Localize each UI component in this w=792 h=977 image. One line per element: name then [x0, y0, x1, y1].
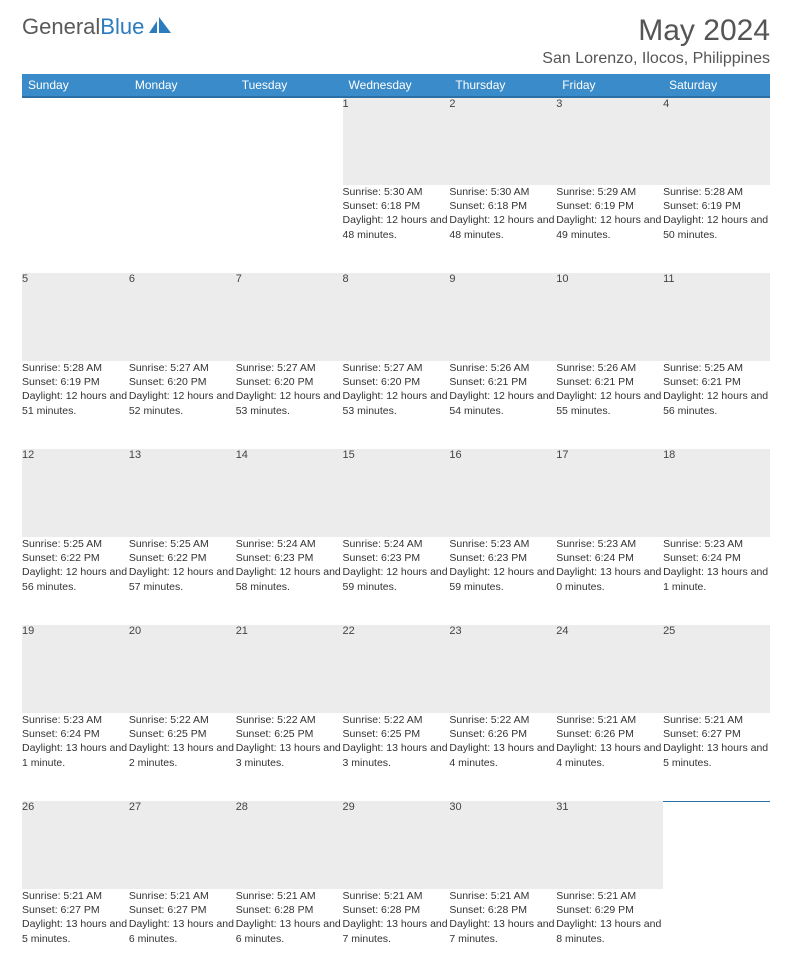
day-detail-cell: Sunrise: 5:29 AMSunset: 6:19 PMDaylight:… [556, 185, 663, 273]
day-number-cell: 22 [343, 625, 450, 713]
weekday-header: Sunday [22, 74, 129, 97]
logo-text: GeneralBlue [22, 14, 144, 40]
day-detail-cell: Sunrise: 5:27 AMSunset: 6:20 PMDaylight:… [129, 361, 236, 449]
day-number-cell: 7 [236, 273, 343, 361]
day-number-cell: 27 [129, 801, 236, 889]
day-detail-cell [129, 185, 236, 273]
weekday-header: Friday [556, 74, 663, 97]
day-number-cell: 12 [22, 449, 129, 537]
day-number-cell: 29 [343, 801, 450, 889]
day-detail-cell: Sunrise: 5:21 AMSunset: 6:26 PMDaylight:… [556, 713, 663, 801]
day-number-cell [129, 97, 236, 185]
day-number-cell: 13 [129, 449, 236, 537]
day-number-row: 1234 [22, 97, 770, 185]
day-number-row: 12131415161718 [22, 449, 770, 537]
day-detail-cell: Sunrise: 5:22 AMSunset: 6:25 PMDaylight:… [236, 713, 343, 801]
logo-word2: Blue [100, 14, 144, 39]
day-number-cell: 28 [236, 801, 343, 889]
weekday-header: Wednesday [343, 74, 450, 97]
day-number-cell: 30 [449, 801, 556, 889]
day-detail-cell: Sunrise: 5:27 AMSunset: 6:20 PMDaylight:… [343, 361, 450, 449]
day-number-cell: 2 [449, 97, 556, 185]
day-number-cell: 17 [556, 449, 663, 537]
day-detail-cell: Sunrise: 5:21 AMSunset: 6:28 PMDaylight:… [449, 889, 556, 977]
sails-icon [147, 15, 173, 40]
day-number-cell: 16 [449, 449, 556, 537]
weekday-header: Saturday [663, 74, 770, 97]
day-detail-cell: Sunrise: 5:30 AMSunset: 6:18 PMDaylight:… [343, 185, 450, 273]
day-detail-cell: Sunrise: 5:22 AMSunset: 6:25 PMDaylight:… [129, 713, 236, 801]
weekday-header: Monday [129, 74, 236, 97]
day-number-cell: 3 [556, 97, 663, 185]
day-number-cell [663, 801, 770, 889]
calendar-table: SundayMondayTuesdayWednesdayThursdayFrid… [22, 74, 770, 977]
day-number-cell: 8 [343, 273, 450, 361]
day-detail-row: Sunrise: 5:23 AMSunset: 6:24 PMDaylight:… [22, 713, 770, 801]
day-detail-cell: Sunrise: 5:30 AMSunset: 6:18 PMDaylight:… [449, 185, 556, 273]
day-detail-cell: Sunrise: 5:21 AMSunset: 6:27 PMDaylight:… [22, 889, 129, 977]
day-detail-cell: Sunrise: 5:26 AMSunset: 6:21 PMDaylight:… [449, 361, 556, 449]
day-number-row: 262728293031 [22, 801, 770, 889]
weekday-header: Tuesday [236, 74, 343, 97]
calendar-body: 1234Sunrise: 5:30 AMSunset: 6:18 PMDayli… [22, 97, 770, 977]
day-detail-cell: Sunrise: 5:22 AMSunset: 6:26 PMDaylight:… [449, 713, 556, 801]
weekday-header: Thursday [449, 74, 556, 97]
day-number-cell: 4 [663, 97, 770, 185]
day-number-cell: 20 [129, 625, 236, 713]
day-detail-cell: Sunrise: 5:21 AMSunset: 6:28 PMDaylight:… [236, 889, 343, 977]
day-detail-cell [236, 185, 343, 273]
day-detail-row: Sunrise: 5:21 AMSunset: 6:27 PMDaylight:… [22, 889, 770, 977]
day-detail-row: Sunrise: 5:28 AMSunset: 6:19 PMDaylight:… [22, 361, 770, 449]
day-detail-cell: Sunrise: 5:23 AMSunset: 6:24 PMDaylight:… [22, 713, 129, 801]
day-number-cell: 15 [343, 449, 450, 537]
day-number-cell: 5 [22, 273, 129, 361]
day-detail-cell: Sunrise: 5:21 AMSunset: 6:28 PMDaylight:… [343, 889, 450, 977]
day-number-cell: 24 [556, 625, 663, 713]
day-number-cell: 6 [129, 273, 236, 361]
month-title: May 2024 [542, 14, 770, 48]
day-number-cell: 1 [343, 97, 450, 185]
day-number-cell: 25 [663, 625, 770, 713]
day-number-cell: 31 [556, 801, 663, 889]
day-detail-cell: Sunrise: 5:21 AMSunset: 6:27 PMDaylight:… [663, 713, 770, 801]
day-number-cell: 21 [236, 625, 343, 713]
day-detail-cell [22, 185, 129, 273]
day-number-cell [22, 97, 129, 185]
logo: GeneralBlue [22, 14, 173, 40]
day-number-cell: 14 [236, 449, 343, 537]
day-detail-cell: Sunrise: 5:25 AMSunset: 6:21 PMDaylight:… [663, 361, 770, 449]
day-number-cell [236, 97, 343, 185]
day-detail-cell: Sunrise: 5:22 AMSunset: 6:25 PMDaylight:… [343, 713, 450, 801]
day-number-cell: 26 [22, 801, 129, 889]
day-number-cell: 11 [663, 273, 770, 361]
day-detail-cell: Sunrise: 5:28 AMSunset: 6:19 PMDaylight:… [22, 361, 129, 449]
day-detail-cell [663, 889, 770, 977]
day-detail-row: Sunrise: 5:30 AMSunset: 6:18 PMDaylight:… [22, 185, 770, 273]
logo-word1: General [22, 14, 100, 39]
day-number-cell: 18 [663, 449, 770, 537]
day-number-cell: 10 [556, 273, 663, 361]
day-detail-cell: Sunrise: 5:21 AMSunset: 6:29 PMDaylight:… [556, 889, 663, 977]
day-detail-cell: Sunrise: 5:21 AMSunset: 6:27 PMDaylight:… [129, 889, 236, 977]
day-number-cell: 23 [449, 625, 556, 713]
day-detail-cell: Sunrise: 5:28 AMSunset: 6:19 PMDaylight:… [663, 185, 770, 273]
day-number-row: 19202122232425 [22, 625, 770, 713]
day-detail-cell: Sunrise: 5:26 AMSunset: 6:21 PMDaylight:… [556, 361, 663, 449]
day-number-row: 567891011 [22, 273, 770, 361]
day-detail-cell: Sunrise: 5:27 AMSunset: 6:20 PMDaylight:… [236, 361, 343, 449]
weekday-header-row: SundayMondayTuesdayWednesdayThursdayFrid… [22, 74, 770, 97]
day-number-cell: 9 [449, 273, 556, 361]
day-number-cell: 19 [22, 625, 129, 713]
header: GeneralBlue May 2024 San Lorenzo, Ilocos… [22, 14, 770, 68]
location: San Lorenzo, Ilocos, Philippines [542, 50, 770, 68]
title-block: May 2024 San Lorenzo, Ilocos, Philippine… [542, 14, 770, 68]
